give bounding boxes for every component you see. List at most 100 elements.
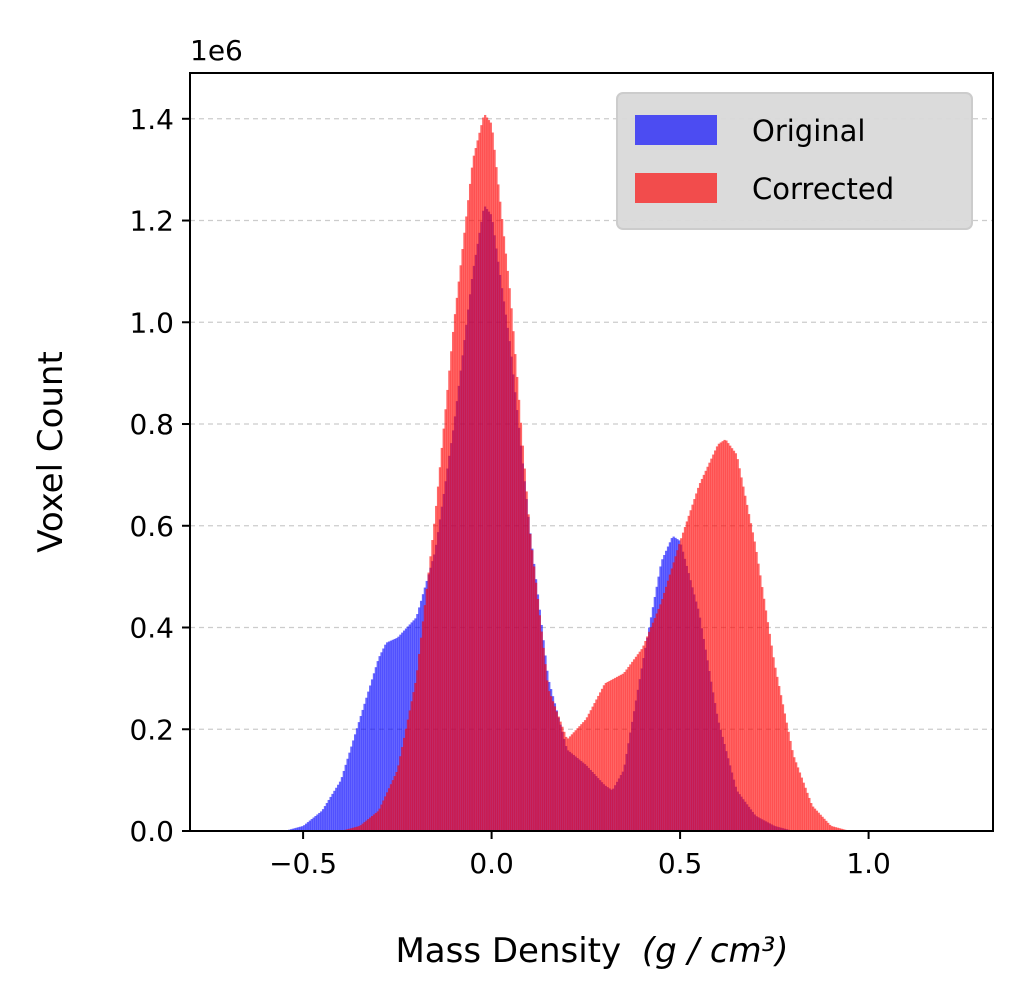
histogram-bar: [340, 777, 344, 831]
histogram-bar: [746, 504, 749, 831]
histogram-bar: [631, 661, 634, 831]
histogram-bar: [401, 632, 404, 831]
histogram-bar: [476, 140, 479, 832]
histogram-bar: [802, 782, 805, 831]
histogram-bar: [386, 792, 389, 831]
histogram-bar: [378, 808, 381, 831]
histogram-bar: [623, 672, 626, 831]
histogram-bar: [493, 149, 496, 831]
y-tick-label: 0.0: [129, 815, 174, 848]
histogram-bar: [604, 682, 607, 831]
histogram-bar: [308, 820, 311, 831]
histogram-bar: [789, 740, 792, 831]
histogram-bar: [355, 826, 359, 831]
histogram-bar: [595, 699, 598, 831]
histogram-bar: [665, 586, 668, 831]
histogram-bar: [621, 673, 624, 831]
histogram-bar: [484, 114, 487, 832]
histogram-bar: [446, 389, 449, 831]
histogram-bar: [312, 817, 315, 831]
histogram-bar: [695, 493, 698, 831]
histogram-bar: [367, 819, 370, 831]
histogram-bar: [382, 800, 385, 831]
histogram-bar: [823, 818, 826, 831]
y-tick-label: 0.2: [129, 713, 174, 746]
histogram-bar: [327, 799, 330, 831]
histogram-bar: [433, 523, 436, 831]
histogram-bar: [653, 618, 656, 831]
histogram-bar: [380, 804, 383, 831]
histogram-bar: [719, 442, 722, 831]
histogram-bar: [700, 478, 704, 831]
histogram-bar: [572, 732, 575, 831]
histogram-bar: [776, 676, 779, 831]
histogram-bar: [321, 809, 325, 831]
histogram-bar: [461, 249, 464, 831]
histogram-bar: [427, 572, 430, 831]
histogram-bar: [448, 370, 451, 831]
histogram-bar: [418, 653, 421, 831]
histogram-bar: [425, 588, 428, 831]
x-axis-label-text: Mass Density: [395, 931, 621, 971]
histogram-bar: [544, 664, 547, 831]
histogram-bar: [301, 826, 304, 831]
histogram-bar: [683, 527, 687, 831]
histogram-bar: [585, 717, 589, 831]
histogram-bar: [738, 468, 741, 831]
histogram-bar: [397, 765, 400, 831]
histogram-bar: [674, 556, 677, 831]
histogram-bar: [593, 703, 596, 831]
histogram-bar: [548, 691, 551, 831]
histogram-bar: [391, 780, 394, 831]
histogram-bar: [812, 806, 815, 831]
histogram-bar: [387, 641, 391, 831]
histogram-bar: [491, 132, 494, 831]
histogram-bar: [725, 440, 728, 831]
histogram-bar: [619, 674, 623, 831]
histogram-bar: [348, 752, 351, 831]
histogram-bar: [742, 486, 745, 831]
histogram-bar: [551, 701, 555, 831]
histogram-bar: [487, 120, 491, 831]
histogram-bar: [702, 474, 705, 831]
histogram-bar: [672, 562, 675, 831]
histogram-bar: [744, 495, 747, 831]
histogram-bar: [435, 505, 438, 831]
histogram-bar: [485, 117, 489, 831]
histogram-bar: [757, 563, 760, 831]
y-axis: 0.0 0.2 0.4 0.6 0.8 1.0 1.2 1.4: [129, 103, 190, 848]
histogram-bar: [736, 459, 739, 831]
y-tick-label: 0.4: [129, 612, 174, 645]
histogram-bar: [444, 409, 447, 831]
histogram-bar: [506, 270, 509, 832]
histogram-bar: [397, 636, 400, 831]
histogram-bar: [574, 730, 577, 831]
histogram-bar: [350, 828, 353, 831]
histogram-bar: [566, 738, 570, 831]
y-tick-label: 1.2: [129, 205, 174, 238]
histogram-bar: [386, 642, 389, 831]
histogram-bar: [761, 587, 764, 831]
histogram-bar: [538, 615, 541, 831]
histogram-bar: [361, 709, 364, 831]
histogram-bar: [583, 720, 587, 831]
histogram-bar: [389, 784, 393, 831]
histogram-bar: [353, 734, 357, 831]
histogram-bar: [606, 681, 609, 831]
histogram-bar: [687, 515, 690, 831]
x-axis-label-unit: (g / cm³): [642, 931, 789, 971]
histogram-bar: [501, 219, 504, 831]
histogram-bar: [721, 441, 724, 831]
histogram-bar: [734, 453, 737, 831]
histogram-bar: [553, 706, 557, 831]
histogram-bar: [706, 466, 709, 831]
histogram-bar: [783, 713, 787, 831]
series-corrected: [342, 114, 849, 832]
histogram-bar: [352, 827, 355, 831]
histogram-bar: [365, 697, 368, 831]
histogram-bar: [338, 781, 342, 831]
histogram-bar: [763, 598, 766, 831]
histogram-bar: [563, 731, 566, 831]
histogram-bar: [320, 811, 323, 831]
histogram-bar: [715, 446, 719, 831]
